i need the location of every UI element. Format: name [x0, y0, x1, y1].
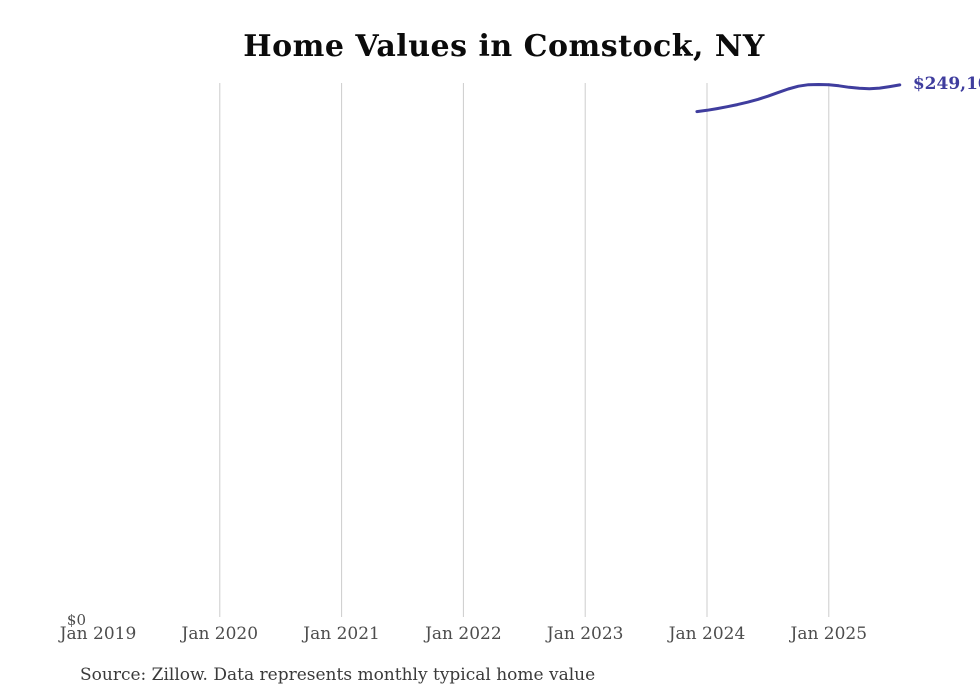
x-tick-label: Jan 2022: [425, 624, 502, 644]
y-axis-zero-label: $0: [66, 611, 86, 629]
latest-value-label: $249,100: [912, 73, 980, 94]
chart-title: Home Values in Comstock, NY: [243, 29, 765, 64]
x-tick-label: Jan 2021: [303, 624, 380, 644]
x-tick-label: Jan 2023: [546, 624, 624, 644]
source-note: Source: Zillow. Data represents monthly …: [80, 665, 596, 685]
x-tick-label: Jan 2025: [790, 624, 868, 644]
x-tick-label: Jan 2020: [181, 624, 259, 644]
x-tick-label: Jan 2024: [668, 624, 746, 644]
x-tick-label: Jan 2019: [59, 624, 137, 644]
home-value-line: [695, 83, 902, 114]
